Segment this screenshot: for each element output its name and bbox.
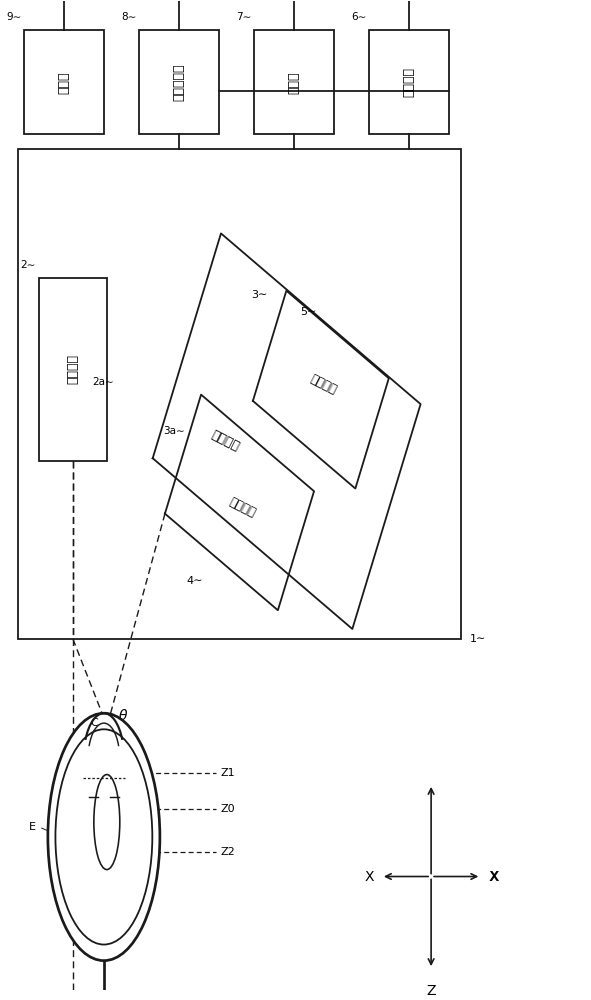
Text: 拍摄元件: 拍摄元件: [309, 373, 339, 397]
Text: CL: CL: [75, 886, 89, 896]
Text: 1∼: 1∼: [469, 634, 486, 644]
Bar: [39, 278, 107, 461]
Text: E: E: [29, 822, 36, 832]
Text: 数据处理部: 数据处理部: [173, 64, 186, 101]
Text: 3a∼: 3a∼: [163, 426, 184, 436]
Bar: [254, 30, 334, 134]
Bar: [369, 30, 449, 134]
Text: 3∼: 3∼: [251, 290, 268, 300]
Text: 2a∼: 2a∼: [92, 377, 114, 387]
Text: 控制部: 控制部: [288, 71, 301, 94]
Ellipse shape: [56, 729, 152, 945]
Text: 输出部: 输出部: [57, 71, 70, 94]
Text: 6∼: 6∼: [351, 12, 366, 22]
Text: X: X: [363, 870, 372, 884]
Text: 拍摄系统: 拍摄系统: [209, 428, 241, 454]
Text: X: X: [365, 870, 374, 884]
Text: 光学系统: 光学系统: [227, 495, 258, 520]
Text: 照明系统: 照明系统: [66, 354, 79, 384]
Text: 2∼: 2∼: [21, 260, 36, 270]
Text: θ: θ: [119, 709, 127, 723]
Ellipse shape: [48, 713, 160, 961]
Bar: [18, 149, 460, 639]
Bar: [24, 30, 104, 134]
Bar: [139, 30, 219, 134]
Text: Z: Z: [426, 984, 436, 998]
Text: 7∼: 7∼: [236, 12, 251, 22]
Text: 4∼: 4∼: [186, 576, 203, 586]
Text: 移动机构: 移动机构: [402, 67, 415, 97]
Text: X: X: [488, 870, 498, 884]
Text: 8∼: 8∼: [121, 12, 137, 22]
Text: 9∼: 9∼: [6, 12, 21, 22]
Text: X: X: [490, 870, 499, 884]
Ellipse shape: [94, 775, 120, 870]
Text: Z2: Z2: [220, 847, 235, 857]
Text: Z0: Z0: [220, 804, 235, 814]
Text: Z1: Z1: [220, 768, 235, 778]
Text: 5∼: 5∼: [300, 307, 317, 317]
Text: C: C: [90, 718, 98, 728]
